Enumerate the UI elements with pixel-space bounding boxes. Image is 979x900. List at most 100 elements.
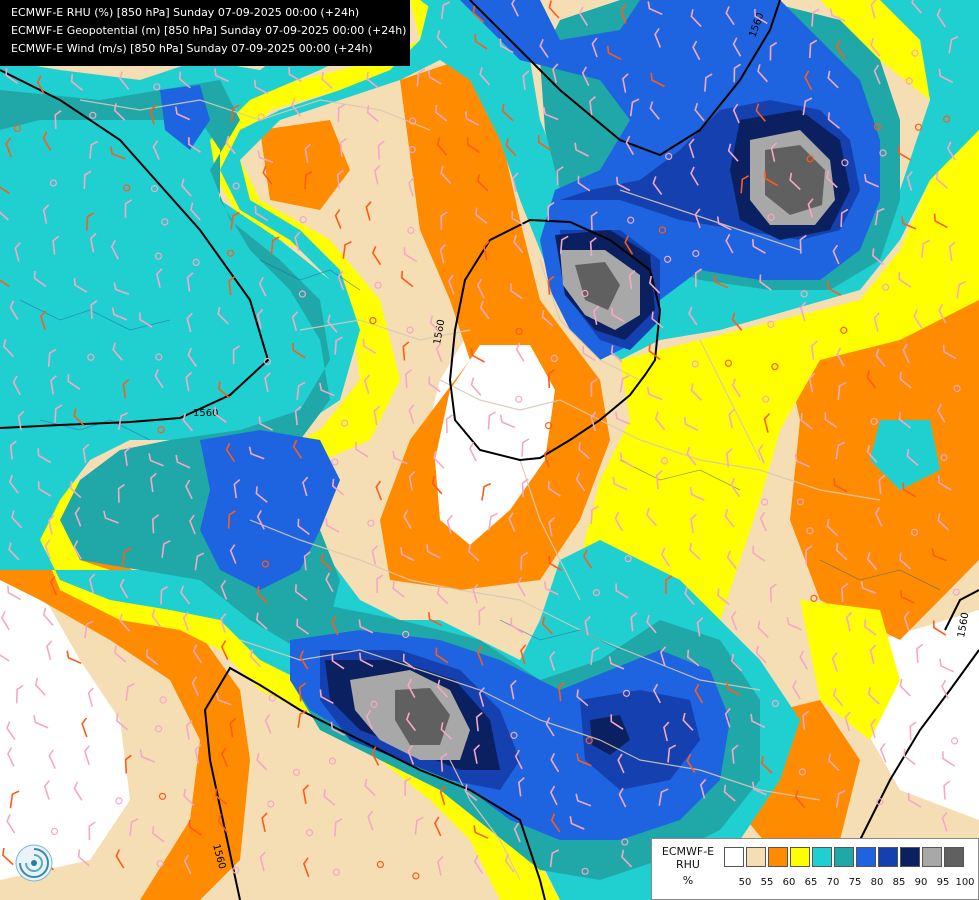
wind-barb	[614, 411, 631, 425]
wind-barb	[873, 312, 880, 332]
wind-barb	[215, 692, 232, 706]
wind-barb	[82, 443, 90, 464]
wind-barb	[899, 552, 912, 570]
wind-barb	[191, 676, 200, 696]
wind-barb	[667, 744, 677, 763]
wind-barb	[792, 680, 801, 700]
wind-barb	[810, 594, 818, 602]
wind-barb	[155, 353, 163, 361]
wind-barb	[757, 620, 769, 639]
wind-barb	[249, 649, 262, 668]
wind-barb	[468, 441, 477, 462]
wind-barb	[225, 135, 236, 155]
wind-barb	[699, 778, 707, 799]
wind-barb	[592, 588, 601, 597]
wind-barb	[723, 784, 736, 802]
wind-barb	[406, 712, 417, 732]
wind-barb	[622, 689, 631, 697]
wind-barb	[434, 816, 442, 837]
wind-barb	[158, 792, 167, 800]
wind-barb	[921, 239, 930, 258]
wind-barb	[270, 236, 280, 255]
wind-barb	[612, 476, 628, 491]
wind-barb	[230, 211, 240, 230]
wind-barb	[213, 68, 229, 83]
wind-barb	[15, 684, 24, 704]
wind-barb	[359, 652, 374, 668]
wind-barb	[724, 508, 735, 528]
wind-barb	[69, 480, 82, 499]
wind-barb	[440, 211, 448, 230]
wind-barb	[320, 553, 333, 571]
wind-barb	[684, 586, 695, 606]
wind-barb	[366, 71, 379, 89]
wind-barb	[614, 511, 623, 532]
wind-barb	[0, 610, 10, 631]
wind-barb	[879, 149, 887, 157]
wind-barb	[627, 216, 635, 224]
wind-barb	[304, 170, 313, 190]
wind-barb	[897, 145, 912, 161]
wind-barb	[510, 617, 524, 634]
wind-barb	[939, 658, 955, 673]
wind-barb	[942, 115, 951, 123]
wind-barb	[408, 177, 415, 197]
wind-barb	[937, 513, 949, 531]
wind-barb	[751, 239, 766, 254]
wind-barb	[590, 211, 598, 231]
wind-barb	[873, 64, 881, 85]
wind-barb	[559, 235, 569, 254]
wind-barb	[125, 682, 135, 701]
wind-barb	[435, 342, 443, 363]
wind-barb	[903, 748, 916, 766]
legend-swatch	[856, 847, 876, 867]
wind-barb	[610, 345, 623, 363]
wind-barb	[899, 371, 912, 389]
wind-barb	[582, 345, 596, 362]
wind-barb	[188, 137, 201, 153]
legend-tick-label: 95	[936, 877, 950, 888]
wind-barb	[899, 678, 911, 697]
wind-barb	[445, 414, 453, 434]
contour-label-east: 1560	[956, 612, 971, 639]
wind-barb	[771, 363, 779, 371]
wind-barb	[464, 111, 480, 126]
wind-barb	[0, 646, 10, 662]
wind-barb	[440, 722, 453, 740]
wind-barb	[297, 518, 310, 536]
wind-barb	[153, 83, 161, 91]
wind-barb	[769, 583, 777, 603]
wind-barb	[11, 510, 23, 529]
wind-barb	[835, 542, 848, 561]
wind-barb	[220, 640, 229, 660]
wind-barb	[658, 226, 667, 234]
wind-barb	[332, 868, 340, 876]
wind-barb	[233, 478, 241, 499]
wind-barb	[416, 68, 426, 87]
legend-tick-label: 90	[914, 877, 928, 888]
wind-barb	[185, 720, 193, 740]
wind-barb	[6, 721, 16, 741]
wind-barb	[2, 339, 14, 358]
wind-barb	[77, 849, 90, 867]
wind-barb	[948, 35, 959, 54]
wind-barb	[151, 514, 160, 534]
wind-barb	[689, 487, 705, 501]
wind-barb	[863, 174, 880, 188]
wind-barb	[154, 369, 164, 389]
wind-barb	[355, 442, 369, 458]
wind-barb	[682, 712, 694, 731]
wind-barb	[948, 241, 956, 261]
legend-tick-label: 80	[870, 877, 884, 888]
wind-barb	[938, 303, 947, 324]
wind-barb	[218, 381, 231, 399]
wind-barb	[515, 327, 523, 335]
wind-barb	[375, 480, 383, 501]
wind-barb	[161, 539, 171, 558]
wind-barb	[577, 175, 591, 192]
wind-barb	[129, 818, 139, 837]
wind-barb	[221, 747, 229, 768]
legend-swatch	[834, 847, 854, 867]
title-line-rhu: ECMWF-E RHU (%) [850 hPa] Sunday 07-09-2…	[11, 6, 360, 19]
wind-barb	[440, 165, 452, 184]
